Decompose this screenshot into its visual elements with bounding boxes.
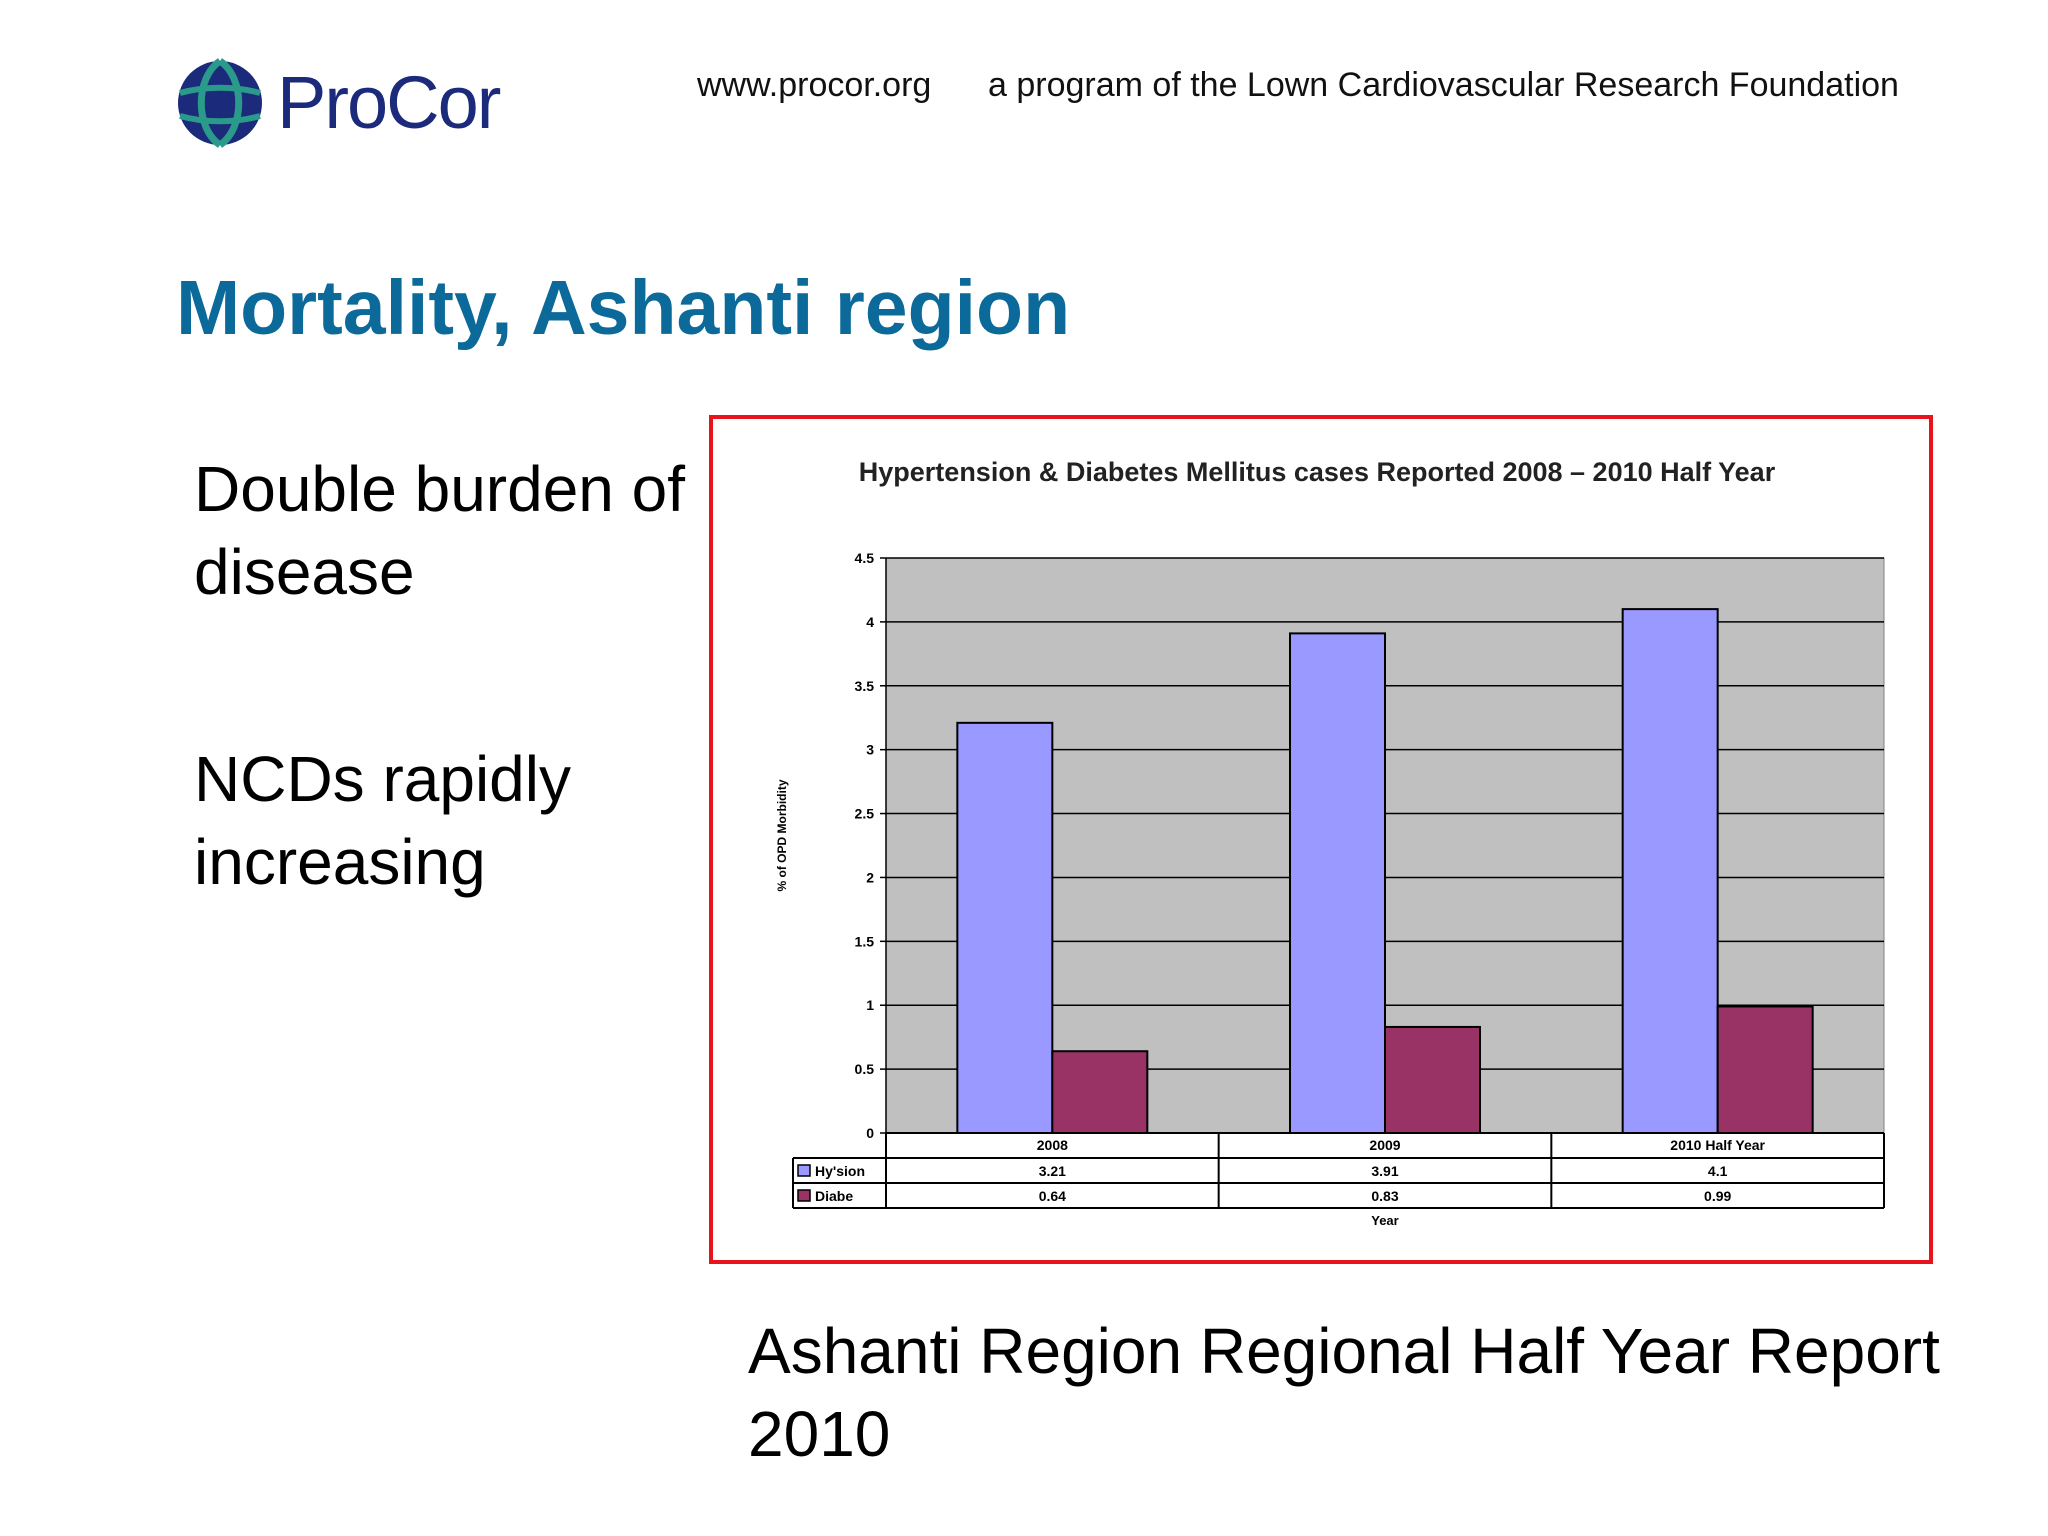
y-tick-label: 1.5	[855, 933, 875, 949]
bar-diabetes-2	[1716, 1005, 1814, 1134]
chart-caption: Ashanti Region Regional Half Year Report…	[748, 1315, 1940, 1470]
data-value-label: 0.83	[1371, 1188, 1398, 1204]
data-value-label: 3.21	[1039, 1163, 1066, 1179]
bar-diabetes-1	[1384, 1025, 1481, 1135]
bullet-ncds-increasing: NCDs rapidly increasing	[194, 743, 571, 898]
x-category-label: 2010 Half Year	[1670, 1137, 1765, 1153]
chart-title: Hypertension & Diabetes Mellitus cases R…	[859, 457, 1776, 487]
x-axis-label: Year	[1371, 1213, 1398, 1228]
legend-swatch	[797, 1189, 811, 1202]
legend-swatch	[797, 1164, 811, 1177]
y-tick-label: 1	[866, 997, 874, 1013]
data-value-label: 3.91	[1371, 1163, 1398, 1179]
data-value-label: 4.1	[1708, 1163, 1728, 1179]
bar-hypertension-0	[956, 721, 1054, 1134]
y-tick-label: 4	[866, 614, 874, 630]
y-tick-label: 2	[866, 869, 874, 885]
chart-frame: Hypertension & Diabetes Mellitus cases R…	[709, 415, 1933, 1264]
x-category-label: 2009	[1369, 1137, 1400, 1153]
bar-diabetes-0	[1051, 1050, 1149, 1135]
bullet-double-burden: Double burden of disease	[194, 453, 686, 608]
legend-label: Hy'sion	[815, 1163, 865, 1179]
y-axis-label: % of OPD Morbidity	[775, 779, 789, 891]
bar-hypertension-2	[1621, 608, 1719, 1135]
data-value-label: 0.99	[1704, 1188, 1731, 1204]
y-tick-label: 2.5	[855, 806, 875, 822]
legend-label: Diabe	[815, 1188, 853, 1204]
header-tagline: a program of the Lown Cardiovascular Res…	[988, 66, 1899, 104]
y-tick-label: 3.5	[855, 678, 875, 694]
header-url[interactable]: www.procor.org	[697, 66, 932, 104]
y-tick-label: 4.5	[855, 550, 875, 566]
globe-icon	[178, 57, 262, 148]
x-category-label: 2008	[1037, 1137, 1068, 1153]
y-tick-label: 3	[866, 742, 874, 758]
slide-title: Mortality, Ashanti region	[176, 265, 1071, 351]
procor-logo[interactable]: ProCor	[175, 55, 501, 150]
bar-chart: Hypertension & Diabetes Mellitus cases R…	[775, 457, 1885, 1228]
y-tick-label: 0.5	[855, 1061, 875, 1077]
y-tick-label: 0	[866, 1125, 874, 1141]
bar-hypertension-1	[1289, 632, 1386, 1134]
logo-text: ProCor	[277, 61, 501, 144]
data-value-label: 0.64	[1039, 1188, 1066, 1204]
